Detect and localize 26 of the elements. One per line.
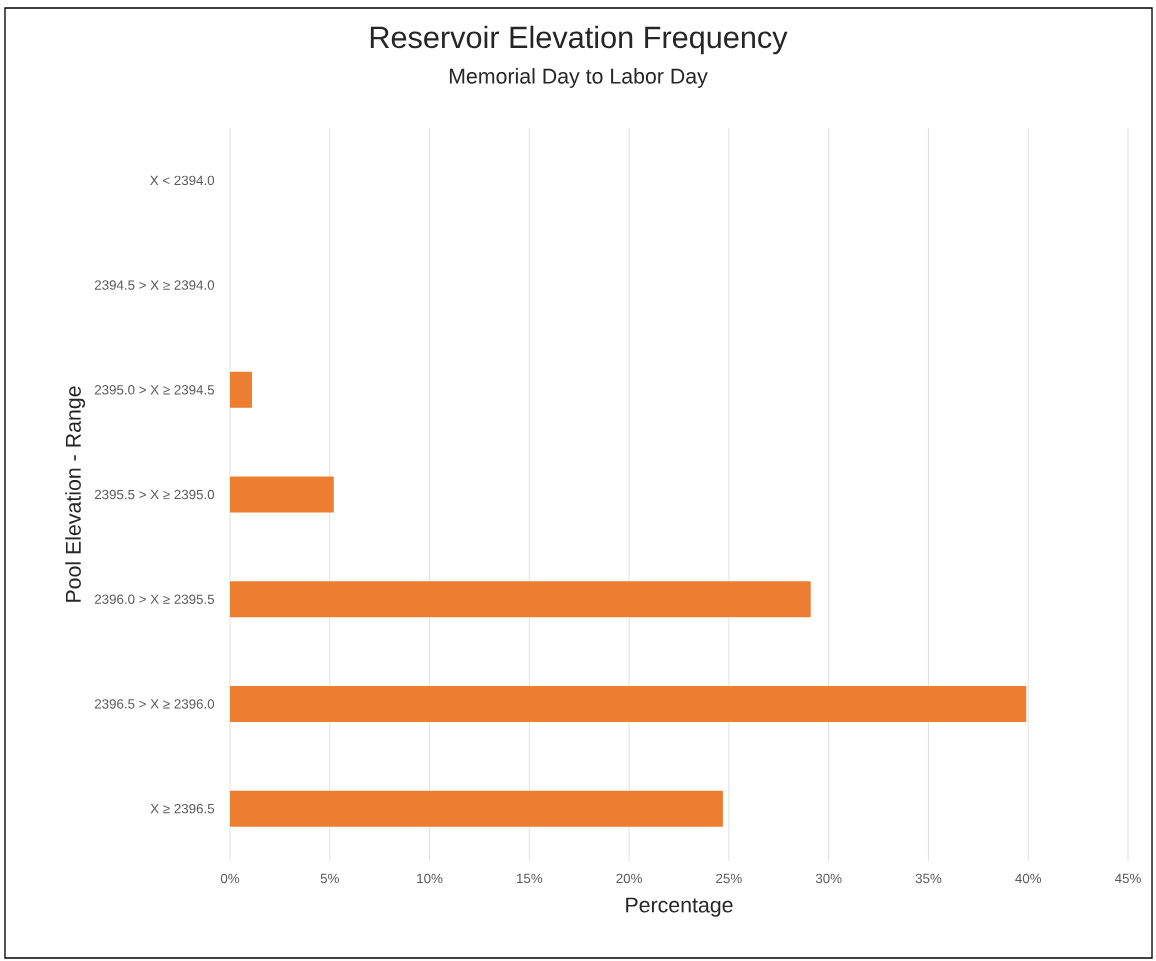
x-tick-label: 40% bbox=[1015, 873, 1042, 884]
bar bbox=[230, 790, 723, 827]
x-tick-label: 35% bbox=[915, 873, 942, 884]
bar bbox=[230, 581, 811, 618]
x-tick-label: 45% bbox=[1114, 873, 1141, 884]
x-tick-label: 10% bbox=[417, 873, 443, 884]
x-tick-label: 0% bbox=[220, 873, 240, 884]
y-tick-label: 2394.5 > X ≥ 2394.0 bbox=[94, 280, 215, 290]
y-axis-title: Pool Elevation - Range bbox=[65, 386, 86, 602]
x-axis-title: Percentage bbox=[626, 897, 733, 917]
y-tick-label: 2396.0 > X ≥ 2395.5 bbox=[94, 594, 215, 604]
bar bbox=[230, 476, 334, 513]
bar bbox=[230, 371, 252, 408]
x-tick-label: 20% bbox=[616, 873, 642, 884]
x-tick-label: 5% bbox=[320, 873, 339, 884]
chart-subtitle: Memorial Day to Labor Day bbox=[449, 68, 708, 88]
y-tick-label: 2395.0 > X ≥ 2394.5 bbox=[94, 385, 215, 395]
x-tick-label: 25% bbox=[716, 873, 742, 884]
x-tick-label: 15% bbox=[517, 873, 543, 884]
bar bbox=[230, 685, 1027, 722]
y-tick-label: X ≥ 2396.5 bbox=[150, 803, 215, 814]
y-tick-label: 2395.5 > X ≥ 2395.0 bbox=[94, 489, 215, 500]
x-tick-label: 30% bbox=[815, 873, 842, 884]
y-tick-label: X < 2394.0 bbox=[150, 175, 215, 186]
chart-title: Reservoir Elevation Frequency bbox=[370, 25, 788, 55]
y-tick-label: 2396.5 > X ≥ 2396.0 bbox=[94, 699, 215, 709]
